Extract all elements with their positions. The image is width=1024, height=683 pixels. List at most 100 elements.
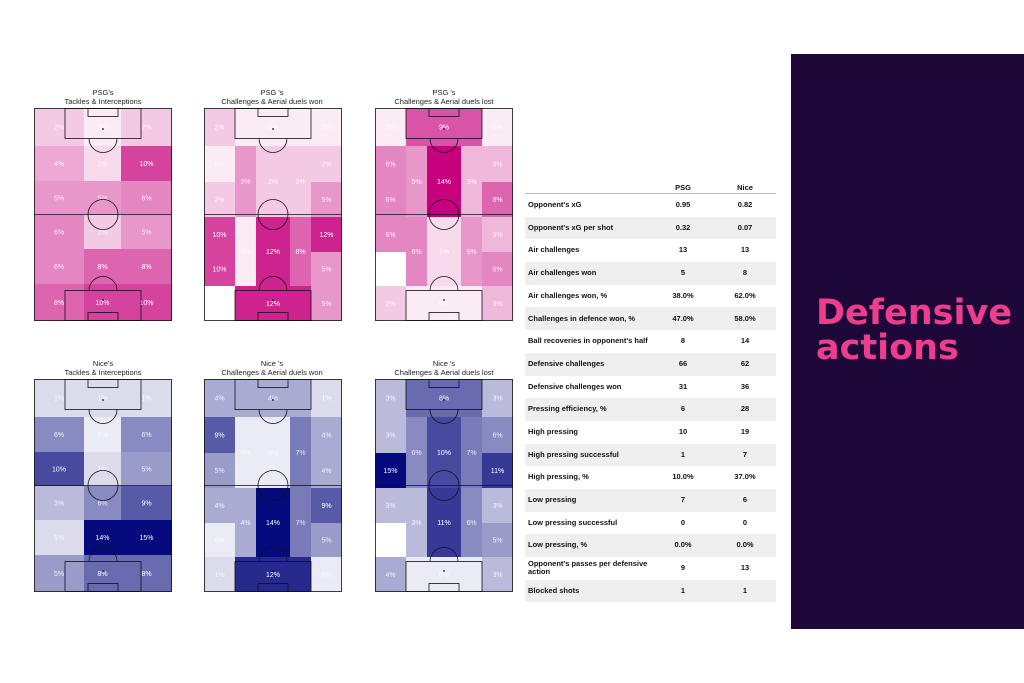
pitch-title-nice-lost: Nice 's Challenges & Aerial duels lost [394,359,494,377]
heatmap-cell [290,217,311,286]
stats-value-nice: 19 [740,426,750,436]
stats-value-nice: 62 [740,358,750,368]
stats-row: Low pressing successful 0 0 [525,512,776,535]
penalty-spot-bottom [272,299,274,301]
heatmap-label: 10% [437,450,451,457]
heatmap-cell [235,488,256,557]
stats-value-psg: 0.32 [675,222,691,232]
heatmap-cell [256,217,290,286]
stats-label: Low pressing [528,495,577,505]
stats-label: Challenges in defence won, % [528,313,636,323]
heatmap-cell [311,217,342,252]
stats-value-psg: 9 [680,563,686,573]
heatmap-cell [461,217,482,286]
heatmap-label: 6% [411,249,421,256]
heatmap-label: 15% [383,468,397,475]
penalty-spot-top [443,399,445,401]
stats-value-psg: 0.95 [675,200,691,210]
heatmap-cell [482,557,513,592]
goal-box-top [87,108,119,117]
pitch-title-psg-lost: PSG 's Challenges & Aerial duels lost [394,88,494,106]
heatmap-cell [84,108,121,146]
heatmap-label: 0% [439,572,449,579]
penalty-spot-bottom [272,570,274,572]
stats-label: Defensive challenges [528,358,605,368]
stats-value-nice: 0.0% [736,540,754,550]
goal-box-top [428,379,460,388]
heatmap-label: 2% [54,125,64,132]
centre-circle [257,470,289,501]
heatmap-label: 11% [437,520,451,527]
heatmap-label: 6% [385,162,395,169]
heatmap-label: 1% [54,396,64,403]
stats-value-nice: 1 [742,585,748,595]
centre-circle [428,470,460,501]
heatmap-label: 0% [240,249,250,256]
penalty-arc-bottom [88,276,118,291]
heatmap-label: 4% [321,433,331,440]
heatmap-cell [235,417,256,488]
stats-value-nice: 6 [742,495,748,505]
stats-label: Opponent's xG per shot [528,222,614,232]
heatmap-label: 5% [240,179,250,186]
stats-row: Opponent's xG per shot 0.32 0.07 [525,216,776,240]
heatmap-label: 8% [439,396,449,403]
heatmap-cell [204,146,235,182]
heatmap-cell [375,146,406,182]
heatmap-label: 10% [139,161,153,168]
heatmap-cell [204,417,235,453]
heatmap-label: 12% [266,249,280,256]
stats-header-nice: Nice [714,181,776,194]
penalty-arc-top [429,138,459,153]
heatmap-label: 3% [492,503,502,510]
stats-value-nice: 0.82 [737,200,753,210]
heatmap-cell [121,249,172,284]
stats-value-psg: 38.0% [672,290,694,300]
stats-label: Air challenges won [528,268,597,278]
heatmap-label: 3% [411,520,421,527]
heatmap-label: 7% [295,520,305,527]
heatmap-label: 2% [214,197,224,204]
heatmap-label: 6% [141,196,151,203]
heatmap-label: 0% [439,301,449,308]
heatmap-label: 0% [321,572,331,579]
heatmap-cell [235,146,256,217]
heatmap-cell [406,146,427,217]
stats-value-nice: 7 [742,449,748,459]
heatmap-cell [311,252,342,286]
heatmap-label: 6% [385,197,395,204]
goal-box-bottom [87,312,119,321]
stats-label: Opponent's passes per defensive action [528,558,648,577]
goal-box-bottom [257,583,289,592]
heatmap-label: 0% [492,125,502,132]
heatmap-cell [482,146,513,182]
heatmap-label: 1% [439,249,449,256]
heatmap-label: 3% [385,396,395,403]
heatmap-cell [482,217,513,252]
stats-row: Air challenges won 5 8 [525,262,776,285]
heatmap-cell [311,146,342,182]
stats-value-psg: 5 [680,268,686,278]
heatmap-cell [121,486,172,520]
stats-row: Opponent's xG 0.95 0.82 [525,194,776,217]
heatmap-label: 5% [321,267,331,274]
heatmap-cell [461,417,482,488]
heatmap-cell [311,417,342,453]
heatmap-label: 14% [95,535,109,542]
heatmap-cell [204,182,235,217]
penalty-spot-bottom [102,570,104,572]
penalty-spot-top [272,128,274,130]
heatmap-label: 3% [385,503,395,510]
stats-value-psg: 66 [678,358,688,368]
heatmap-label: 8% [141,571,151,578]
stats-value-nice: 58.0% [734,313,756,323]
penalty-spot-top [443,128,445,130]
heatmap-label: 7% [466,450,476,457]
heatmap-cell [375,182,406,217]
goal-box-top [257,108,289,117]
heatmap-label: 6% [141,432,151,439]
heatmap-cell [121,452,172,486]
heatmap-cell [34,215,84,249]
heatmap-label: 3% [54,501,64,508]
stats-value-nice: 37.0% [734,472,756,482]
